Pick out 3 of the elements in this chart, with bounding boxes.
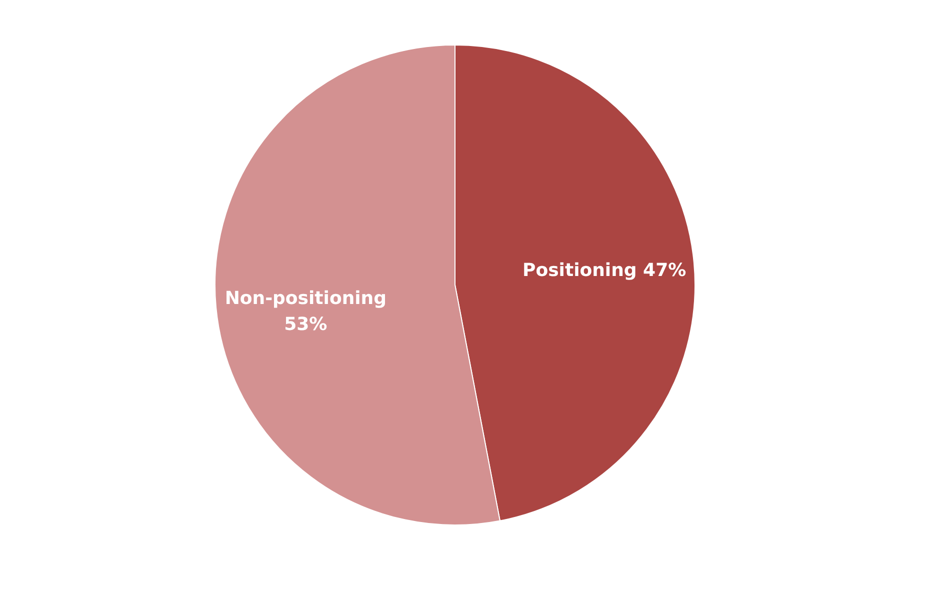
slice-label: Positioning 47%: [522, 260, 686, 281]
data-label: 53%: [284, 314, 328, 336]
slice-label: Non-positioning: [224, 288, 387, 310]
